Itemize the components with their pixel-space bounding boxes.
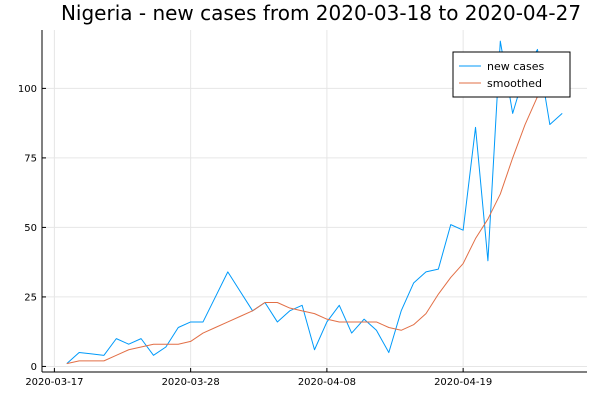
legend-label: new cases [487, 60, 545, 73]
y-tick-label: 50 [24, 223, 37, 234]
x-tick-label: 2020-03-17 [25, 377, 83, 388]
x-tick-label: 2020-04-19 [434, 377, 492, 388]
legend-label: smoothed [487, 77, 542, 90]
y-tick-label: 25 [24, 292, 37, 303]
chart-title: Nigeria - new cases from 2020-03-18 to 2… [61, 1, 581, 25]
axes: 2020-03-17 2020-03-28 2020-04-08 2020-04-19… [18, 30, 587, 388]
x-tick-label: 2020-04-08 [298, 377, 356, 388]
y-tick-label: 0 [31, 362, 37, 373]
series-line-smoothed [66, 71, 563, 365]
x-tick-label: 2020-03-28 [162, 377, 220, 388]
y-tick-label: 100 [18, 84, 37, 95]
series-layer [66, 40, 563, 365]
y-tick-label: 75 [24, 153, 37, 164]
series-line-new-cases [66, 40, 563, 365]
legend-box [452, 51, 571, 98]
legend: new cases smoothed [452, 51, 571, 98]
